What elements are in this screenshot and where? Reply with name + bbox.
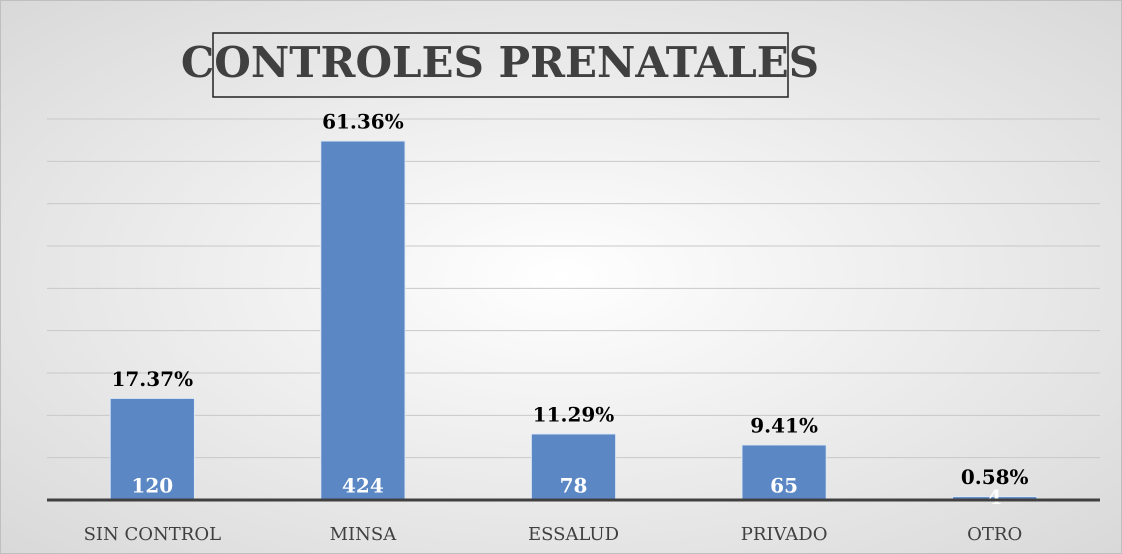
x-tick-label: MINSA: [330, 524, 398, 545]
value-label: 65: [770, 474, 798, 498]
x-tick-label: PRIVADO: [741, 524, 828, 545]
bar: [320, 140, 406, 501]
x-tick-label: SIN CONTROL: [84, 524, 222, 545]
bar: [109, 397, 195, 501]
value-label: 4: [988, 485, 1002, 509]
x-tick-label: OTRO: [967, 524, 1022, 545]
percentage-label: 9.41%: [750, 413, 818, 437]
value-label: 120: [131, 474, 173, 498]
percentage-label: 0.58%: [961, 465, 1029, 489]
x-tick-label: ESSALUD: [528, 524, 619, 545]
value-label: 78: [560, 474, 588, 498]
percentage-label: 17.37%: [111, 367, 193, 391]
value-label: 424: [342, 474, 384, 498]
title-box: [212, 32, 789, 98]
bar: [530, 433, 617, 501]
bar: [741, 444, 827, 501]
percentage-label: 61.36%: [322, 110, 404, 134]
chart-title: CONTROLES PRENATALES: [181, 38, 819, 87]
percentage-label: 11.29%: [533, 402, 615, 426]
